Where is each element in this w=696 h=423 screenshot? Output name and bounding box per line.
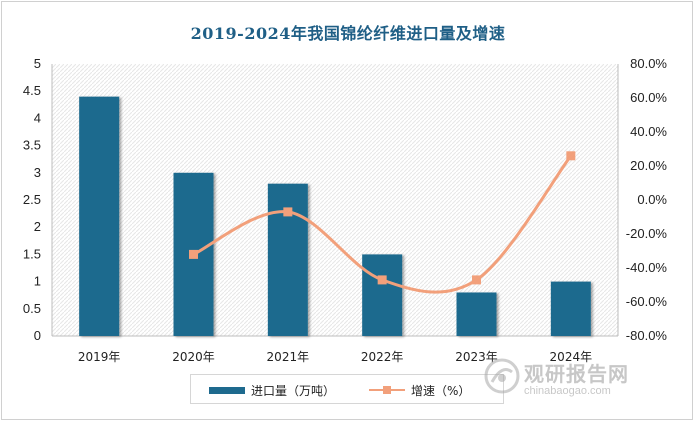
watermark-url: chinabaogao.com bbox=[524, 385, 611, 397]
y-right-tick-label: -20.0% bbox=[626, 226, 668, 241]
x-tick-label: 2024年 bbox=[550, 350, 593, 364]
legend-label-bar: 进口量（万吨） bbox=[251, 383, 336, 398]
y-right-tick-label: -80.0% bbox=[626, 328, 668, 343]
x-tick-label: 2019年 bbox=[78, 350, 121, 364]
growth-point bbox=[189, 249, 198, 259]
legend-line-swatch bbox=[369, 386, 405, 394]
bar bbox=[267, 183, 308, 336]
watermark: 观研报告网 chinabaogao.com bbox=[478, 352, 688, 412]
x-tick-label: 2021年 bbox=[267, 350, 310, 364]
legend-item-line: 增速（%） bbox=[369, 381, 470, 399]
plot-area bbox=[52, 64, 618, 336]
y-left-tick-label: 1.5 bbox=[23, 246, 41, 261]
y-right-tick-label: -40.0% bbox=[626, 260, 668, 275]
growth-point bbox=[377, 275, 387, 285]
y-left-tick-label: 2 bbox=[34, 219, 41, 234]
bar bbox=[456, 292, 497, 336]
bar bbox=[79, 96, 120, 336]
y-left-tick-label: 0 bbox=[34, 328, 41, 343]
y-left-tick-label: 3.5 bbox=[23, 138, 41, 153]
watermark-brand: 观研报告网 bbox=[524, 362, 629, 386]
y-left-tick-label: 1 bbox=[34, 274, 41, 289]
growth-point bbox=[472, 275, 481, 285]
y-left-tick-label: 2.5 bbox=[23, 192, 41, 207]
y-left-tick-label: 4 bbox=[34, 110, 41, 125]
watermark-logo-icon bbox=[484, 358, 520, 394]
chart-title: 2019-2024年我国锦纶纤维进口量及增速 bbox=[190, 24, 506, 43]
y-right-tick-label: 0.0% bbox=[637, 192, 667, 207]
legend-label-line: 增速（%） bbox=[411, 383, 471, 398]
y-left-tick-label: 5 bbox=[34, 56, 41, 71]
bar bbox=[362, 254, 403, 336]
y-left-tick-label: 0.5 bbox=[23, 301, 41, 316]
y-right-tick-label: 80.0% bbox=[630, 56, 667, 71]
y-left-tick-label: 4.5 bbox=[23, 83, 41, 98]
x-tick-label: 2023年 bbox=[455, 350, 498, 364]
x-tick-label: 2020年 bbox=[172, 350, 215, 364]
legend-item-bar: 进口量（万吨） bbox=[209, 381, 335, 399]
y-right-tick-label: -60.0% bbox=[626, 294, 668, 309]
legend: 进口量（万吨） 增速（%） bbox=[190, 374, 504, 404]
growth-point bbox=[283, 207, 293, 217]
legend-bar-swatch bbox=[209, 386, 245, 394]
growth-point bbox=[566, 151, 576, 161]
y-left-tick-label: 3 bbox=[34, 165, 41, 180]
bar bbox=[550, 281, 591, 336]
y-right-tick-label: 40.0% bbox=[630, 124, 667, 139]
y-right-tick-label: 60.0% bbox=[630, 90, 667, 105]
x-tick-label: 2022年 bbox=[361, 350, 404, 364]
y-right-tick-label: 20.0% bbox=[630, 158, 667, 173]
